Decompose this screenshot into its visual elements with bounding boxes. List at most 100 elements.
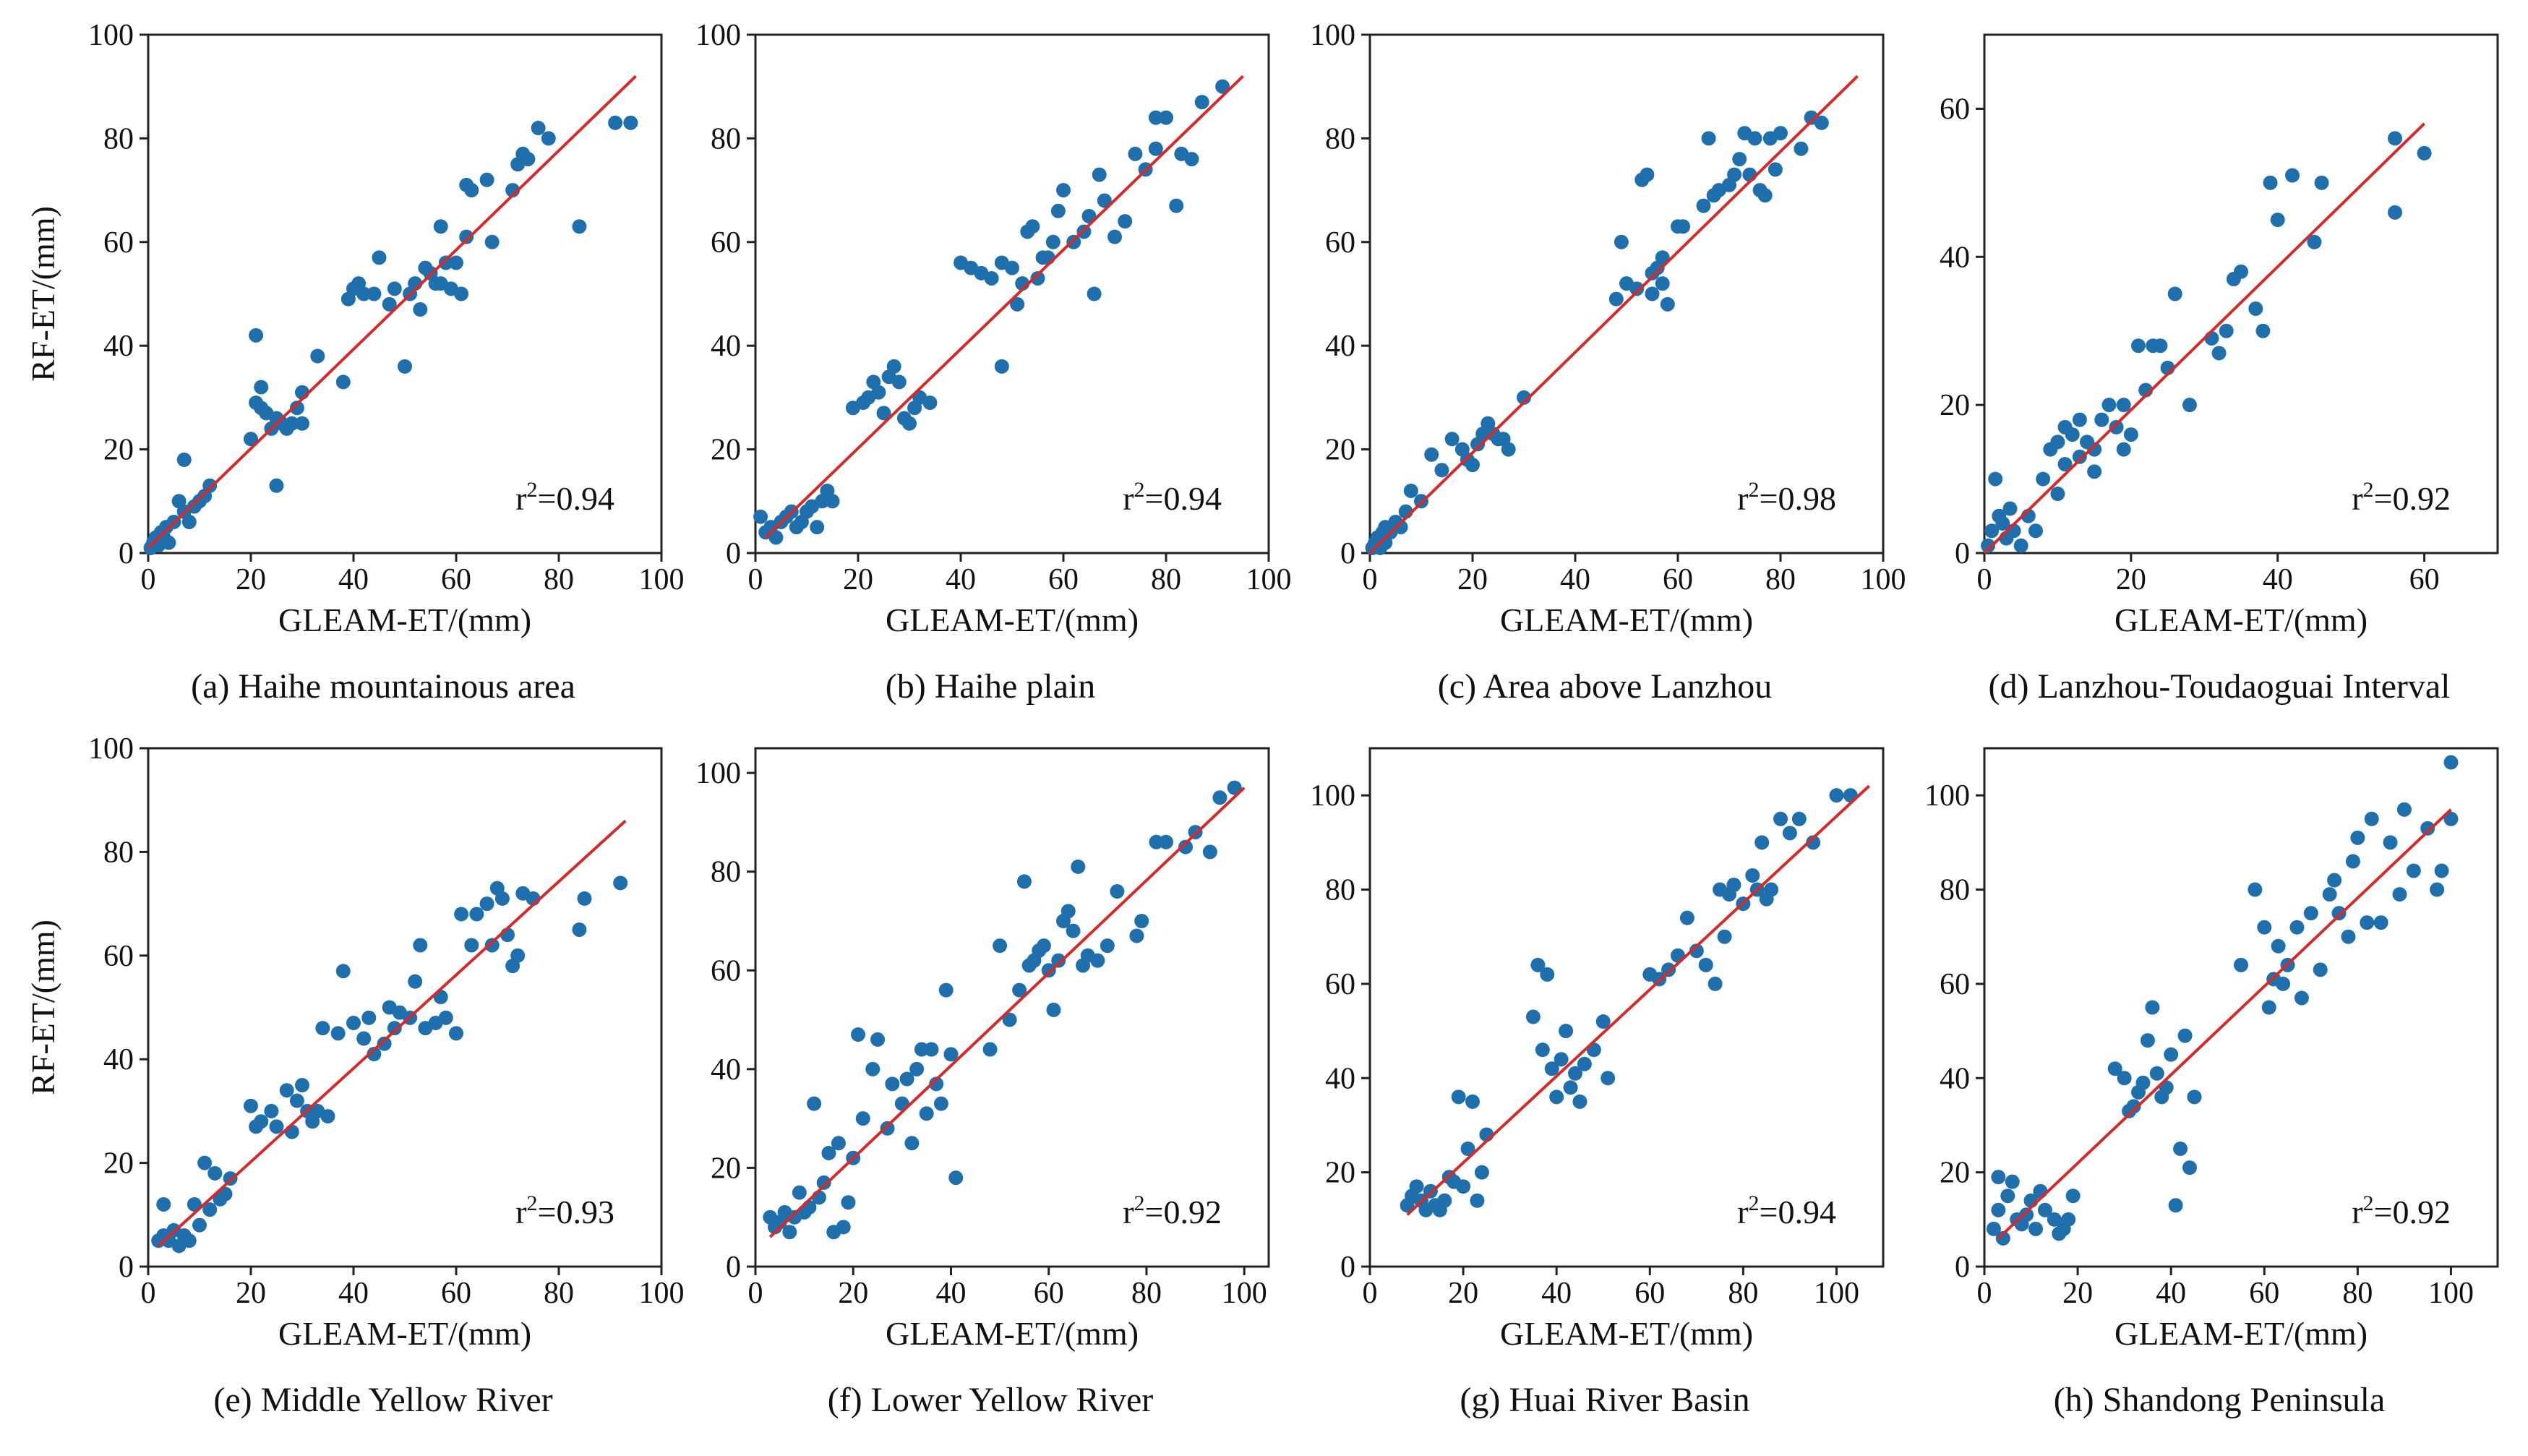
data-point [1016,874,1032,889]
x-tick-label: 0 [1977,563,1992,596]
data-point [2294,990,2309,1006]
fit-line [1997,808,2452,1240]
data-point [2234,957,2248,972]
data-point [1745,868,1760,883]
y-tick-label: 80 [103,122,134,155]
data-point [2061,1212,2076,1227]
data-point [1194,95,1209,110]
data-point [1040,250,1055,265]
data-point [2211,346,2227,361]
data-point [1061,904,1076,919]
panel-5: 0 20 40 60 80 100 0 20 40 60 80 100 r2=0.92 GLEAM-ET/… [695,747,1270,1419]
x-tick-label: 20 [2116,563,2146,596]
x-tick-label: 20 [236,563,266,596]
y-tick-label: 60 [1325,968,1355,1001]
data-point [387,1021,402,1036]
data-point [922,395,938,411]
data-point [1393,520,1408,535]
data-point [454,286,469,301]
data-point [2182,1160,2197,1175]
data-point [459,229,474,244]
data-point [1041,963,1056,978]
x-tick-label: 20 [236,1277,266,1310]
data-point [1701,131,1716,146]
data-point [1090,953,1105,968]
data-point [454,907,469,922]
data-point [1568,1066,1582,1081]
data-point [1782,826,1797,841]
data-point [572,922,587,937]
data-point [2116,442,2131,457]
panel-caption: (f) Lower Yellow River [828,1381,1154,1419]
data-point [335,964,351,979]
data-point [855,1111,870,1126]
r-squared-label: r2=0.94 [1123,478,1222,517]
data-point [1698,957,1713,972]
data-point [1794,141,1809,156]
panel-caption: (a) Haihe mountainous area [191,667,575,706]
data-point [1036,938,1051,954]
data-point [1159,834,1173,849]
y-tick-label: 20 [1325,434,1355,467]
data-point [2065,1189,2081,1204]
x-tick-label: 40 [338,1277,369,1310]
data-point [608,115,623,130]
data-point [876,406,891,421]
data-point [1092,167,1107,182]
data-point [1087,286,1102,301]
y-tick-label: 0 [119,537,134,570]
data-point [2255,323,2271,338]
data-point [1595,1014,1611,1029]
y-tick-label: 100 [88,732,134,766]
data-point [2028,523,2043,539]
fit-line [764,74,1244,539]
y-tick-label: 0 [1955,1251,1970,1284]
data-point [377,1036,392,1051]
y-tick-label: 20 [103,434,134,467]
data-point [1434,463,1449,478]
data-point [284,416,299,431]
x-axis-title: GLEAM-ET/(mm) [2114,1315,2368,1352]
data-point [531,121,546,136]
fit-line [147,74,637,549]
y-tick-label: 40 [103,1043,134,1076]
y-tick-label: 80 [1325,874,1355,907]
data-point [541,131,556,146]
data-point [2373,915,2388,930]
data-point [1148,141,1163,156]
data-point [1773,126,1788,141]
data-point [572,219,587,234]
data-point [2360,915,2375,930]
panel-caption: (g) Huai River Basin [1460,1381,1749,1419]
x-tick-label: 40 [946,563,976,596]
x-axis-title: GLEAM-ET/(mm) [1500,601,1753,638]
x-tick-label: 100 [1861,563,1906,596]
data-point [289,1093,304,1108]
x-tick-label: 20 [1457,563,1488,596]
data-point [1727,167,1742,182]
data-point [2000,1189,2015,1204]
data-point [886,359,901,374]
panel-3: 0 20 40 60 0 20 40 60 r2=0.92 GLEAM-ET/(mm) (d) La… [1940,33,2499,706]
data-point [2123,427,2138,442]
data-point [1540,967,1555,982]
y-tick-label: 40 [1940,241,1970,274]
y-tick-label: 100 [1310,779,1355,813]
data-point [1184,152,1199,167]
data-point [792,1185,807,1200]
data-point [1535,1042,1550,1058]
y-tick-label: 40 [1325,330,1355,363]
data-point [218,1186,233,1202]
x-axis-title: GLEAM-ET/(mm) [278,1315,531,1352]
data-point [1768,162,1783,177]
data-point [836,1220,851,1235]
data-point [2289,920,2305,935]
data-point [1118,214,1133,229]
plot-frame [1983,33,2499,554]
data-point [2257,920,2272,935]
r-squared-label: r2=0.92 [2352,1191,2451,1230]
data-point [2149,1066,2164,1081]
data-point [753,509,768,524]
data-point [1764,882,1779,897]
y-tick-label: 40 [1940,1062,1970,1095]
